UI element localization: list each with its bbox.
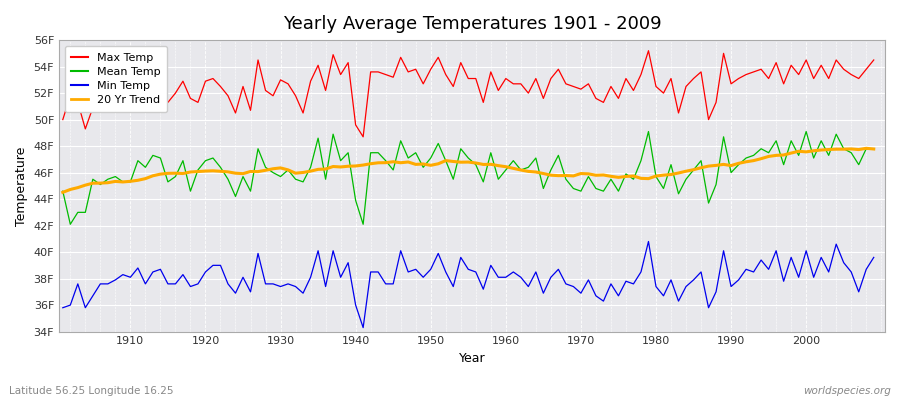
X-axis label: Year: Year [459, 352, 485, 365]
Legend: Max Temp, Mean Temp, Min Temp, 20 Yr Trend: Max Temp, Mean Temp, Min Temp, 20 Yr Tre… [65, 46, 167, 112]
Y-axis label: Temperature: Temperature [15, 146, 28, 226]
Title: Yearly Average Temperatures 1901 - 2009: Yearly Average Temperatures 1901 - 2009 [283, 15, 662, 33]
Text: Latitude 56.25 Longitude 16.25: Latitude 56.25 Longitude 16.25 [9, 386, 174, 396]
Text: worldspecies.org: worldspecies.org [803, 386, 891, 396]
